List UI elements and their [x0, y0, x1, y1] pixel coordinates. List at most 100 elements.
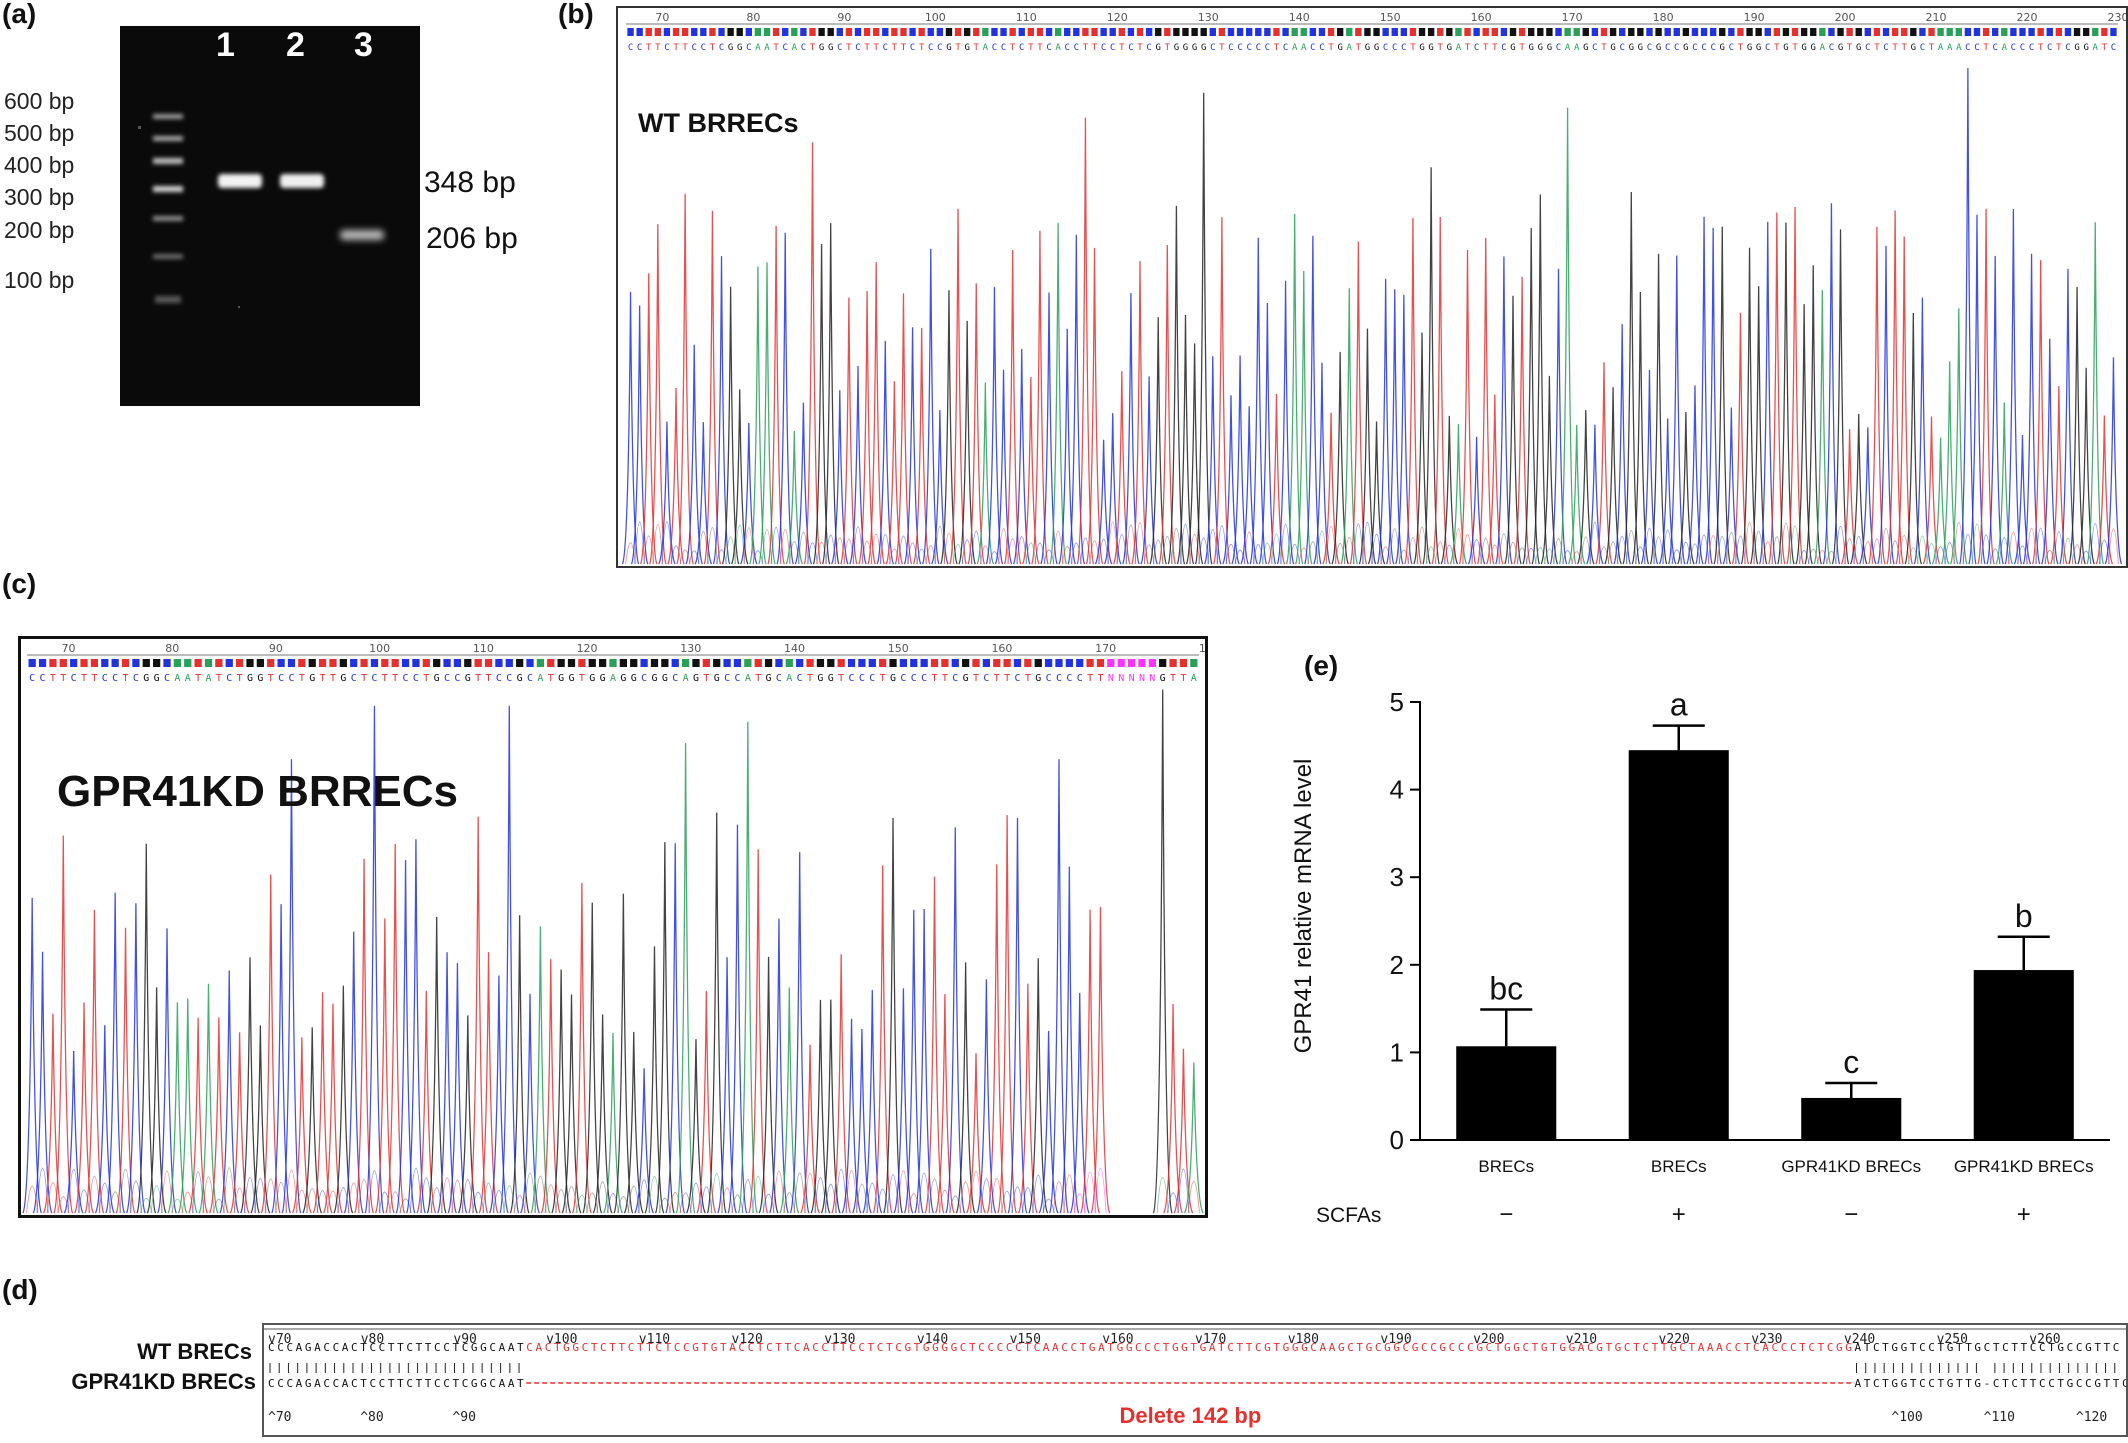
treatment-label: SCFAs — [1316, 1204, 1381, 1227]
minor-peak — [1198, 537, 1210, 565]
minor-peak — [181, 1191, 194, 1214]
base-letter: C — [1392, 43, 1397, 53]
panel-label-c: (c) — [2, 568, 37, 599]
base-quality-square — [153, 659, 161, 667]
ruler-tick-label: 160 — [1471, 11, 1492, 24]
alignment-base: C — [877, 1341, 884, 1354]
alignment-base: C — [1624, 1341, 1631, 1354]
peak — [603, 1032, 623, 1214]
peak — [177, 998, 198, 1214]
alignment-base: C — [2076, 1377, 2083, 1390]
base-letter: T — [1087, 673, 1093, 684]
minor-peak — [1189, 533, 1201, 565]
base-quality-square — [1391, 28, 1398, 36]
alignment-base: G — [1283, 1341, 1290, 1354]
alignment-base: T — [1910, 1341, 1917, 1354]
base-quality-square — [1446, 28, 1453, 36]
minor-peak — [109, 1191, 122, 1214]
base-quality-square — [256, 659, 264, 667]
alignment-top-tick: v70 — [268, 1332, 291, 1347]
minor-peak — [2108, 528, 2119, 565]
base-letter: G — [1610, 43, 1615, 53]
base-letter: T — [330, 673, 336, 684]
minor-peak — [2007, 531, 2019, 565]
base-quality-square — [1191, 28, 1198, 36]
base-quality-square — [318, 659, 327, 667]
peak — [343, 931, 364, 1214]
base-letter: C — [1074, 43, 1079, 53]
base-quality-square — [809, 28, 816, 36]
alignment-base: C — [1153, 1341, 1160, 1354]
base-quality-square — [791, 28, 798, 36]
peak — [540, 959, 561, 1214]
ruler-tick-label: 140 — [784, 642, 805, 655]
peak — [2095, 415, 2114, 565]
alignment-base: G — [1901, 1341, 1908, 1354]
peak — [779, 987, 800, 1214]
base-quality-square — [2001, 28, 2008, 36]
base-letter: C — [1701, 43, 1706, 53]
y-tick-label: 1 — [1390, 1037, 1404, 1067]
alignment-base: G — [1181, 1341, 1188, 1354]
minor-peak — [1534, 546, 1546, 565]
base-quality-square — [2073, 28, 2081, 36]
peak — [1022, 377, 1040, 565]
base-quality-square — [1855, 28, 1862, 36]
panel-label-e: (e) — [1304, 650, 1339, 681]
peak — [1859, 427, 1877, 565]
base-letter: G — [1911, 43, 1916, 53]
base-letter: G — [890, 673, 896, 684]
base-quality-square — [775, 659, 783, 667]
base-quality-square — [1336, 28, 1344, 36]
base-quality-square — [235, 659, 244, 667]
base-quality-square — [1109, 28, 1116, 36]
base-letter: C — [1310, 43, 1315, 53]
alignment-base: C — [978, 1341, 985, 1354]
base-quality-square — [536, 659, 545, 667]
peak — [1431, 216, 1450, 565]
base-letter: N — [1118, 673, 1124, 684]
bar — [1628, 750, 1729, 1140]
marker-label-600: 600 bp — [4, 88, 75, 114]
minor-peak — [907, 542, 918, 565]
alignment-base: C — [600, 1341, 607, 1354]
alignment-base: C — [2002, 1341, 2009, 1354]
base-letter: T — [1025, 673, 1031, 684]
base-quality-square — [1400, 28, 1408, 36]
alignment-base: T — [886, 1341, 893, 1354]
chromatogram-peaks — [22, 689, 1204, 1214]
base-letter: G — [568, 673, 574, 684]
alignment-base: C — [1486, 1341, 1493, 1354]
chromatogram-peaks — [621, 67, 2123, 565]
base-letter: T — [974, 43, 980, 53]
base-quality-square — [1473, 28, 1480, 36]
peak — [717, 957, 738, 1214]
base-letter: C — [1692, 43, 1697, 53]
alignment-base: G — [692, 1341, 699, 1354]
peak — [53, 835, 74, 1214]
base-letter: A — [764, 43, 770, 53]
base-letter: C — [1256, 43, 1261, 53]
base-letter: G — [1365, 43, 1370, 53]
base-letter: C — [746, 43, 751, 53]
minor-peak — [1844, 538, 1856, 565]
minor-peak — [306, 1188, 319, 1214]
peak — [1986, 255, 2004, 565]
alignment-base: T — [1356, 1341, 1363, 1354]
base-quality-square — [194, 659, 202, 667]
ruler-tick-label: 80 — [746, 11, 760, 24]
base-quality-square — [972, 659, 980, 667]
ruler-tick-label: 150 — [1380, 11, 1401, 24]
alignment-base: C — [1375, 1341, 1382, 1354]
base-quality-square — [630, 659, 638, 667]
base-quality-square — [484, 659, 493, 667]
minor-peak — [949, 1195, 962, 1214]
peak — [767, 225, 785, 565]
base-quality-square — [1082, 28, 1089, 36]
base-quality-square — [1009, 28, 1016, 36]
base-letter: T — [1901, 43, 1907, 53]
ruler-tick-label: 100 — [925, 11, 946, 24]
alignment-base: A — [508, 1377, 515, 1390]
peak — [1176, 314, 1195, 565]
peak — [1486, 394, 1504, 565]
